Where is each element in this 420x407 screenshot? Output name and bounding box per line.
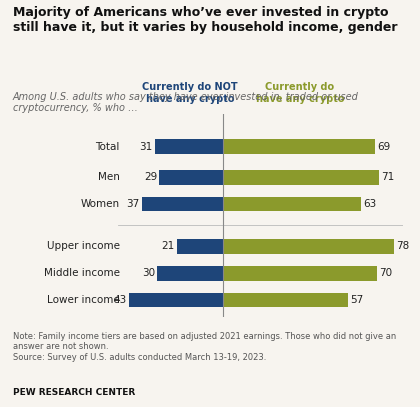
Bar <box>159 170 223 185</box>
Text: Currently do NOT
have any crypto: Currently do NOT have any crypto <box>142 82 238 104</box>
Bar <box>223 266 377 280</box>
Bar <box>155 139 223 154</box>
Bar <box>223 239 394 254</box>
Text: Majority of Americans who’ve ever invested in crypto
still have it, but it varie: Majority of Americans who’ve ever invest… <box>13 6 397 34</box>
Text: 37: 37 <box>126 199 139 209</box>
Bar <box>223 139 375 154</box>
Bar <box>223 197 362 212</box>
Text: 43: 43 <box>113 295 126 305</box>
Text: Total: Total <box>95 142 120 151</box>
Text: Upper income: Upper income <box>47 241 120 252</box>
Text: 78: 78 <box>396 241 410 252</box>
Text: PEW RESEARCH CENTER: PEW RESEARCH CENTER <box>13 388 135 397</box>
Text: Lower income: Lower income <box>47 295 120 305</box>
Text: Middle income: Middle income <box>44 268 120 278</box>
Text: Note: Family income tiers are based on adjusted 2021 earnings. Those who did not: Note: Family income tiers are based on a… <box>13 332 396 361</box>
Bar <box>142 197 223 212</box>
Bar <box>223 170 379 185</box>
Text: Women: Women <box>81 199 120 209</box>
Text: Men: Men <box>98 172 120 182</box>
Text: 31: 31 <box>139 142 153 151</box>
Text: 69: 69 <box>377 142 390 151</box>
Text: 57: 57 <box>350 295 364 305</box>
Text: 71: 71 <box>381 172 394 182</box>
Text: 21: 21 <box>161 241 175 252</box>
Bar <box>129 293 223 307</box>
Bar <box>157 266 223 280</box>
Bar <box>177 239 223 254</box>
Bar <box>223 293 348 307</box>
Text: 30: 30 <box>142 268 155 278</box>
Text: 63: 63 <box>364 199 377 209</box>
Text: 70: 70 <box>379 268 392 278</box>
Text: Among U.S. adults who say they have ever invested in, traded or used
cryptocurre: Among U.S. adults who say they have ever… <box>13 92 359 113</box>
Text: Currently do
have any crypto: Currently do have any crypto <box>256 82 344 104</box>
Text: 29: 29 <box>144 172 157 182</box>
